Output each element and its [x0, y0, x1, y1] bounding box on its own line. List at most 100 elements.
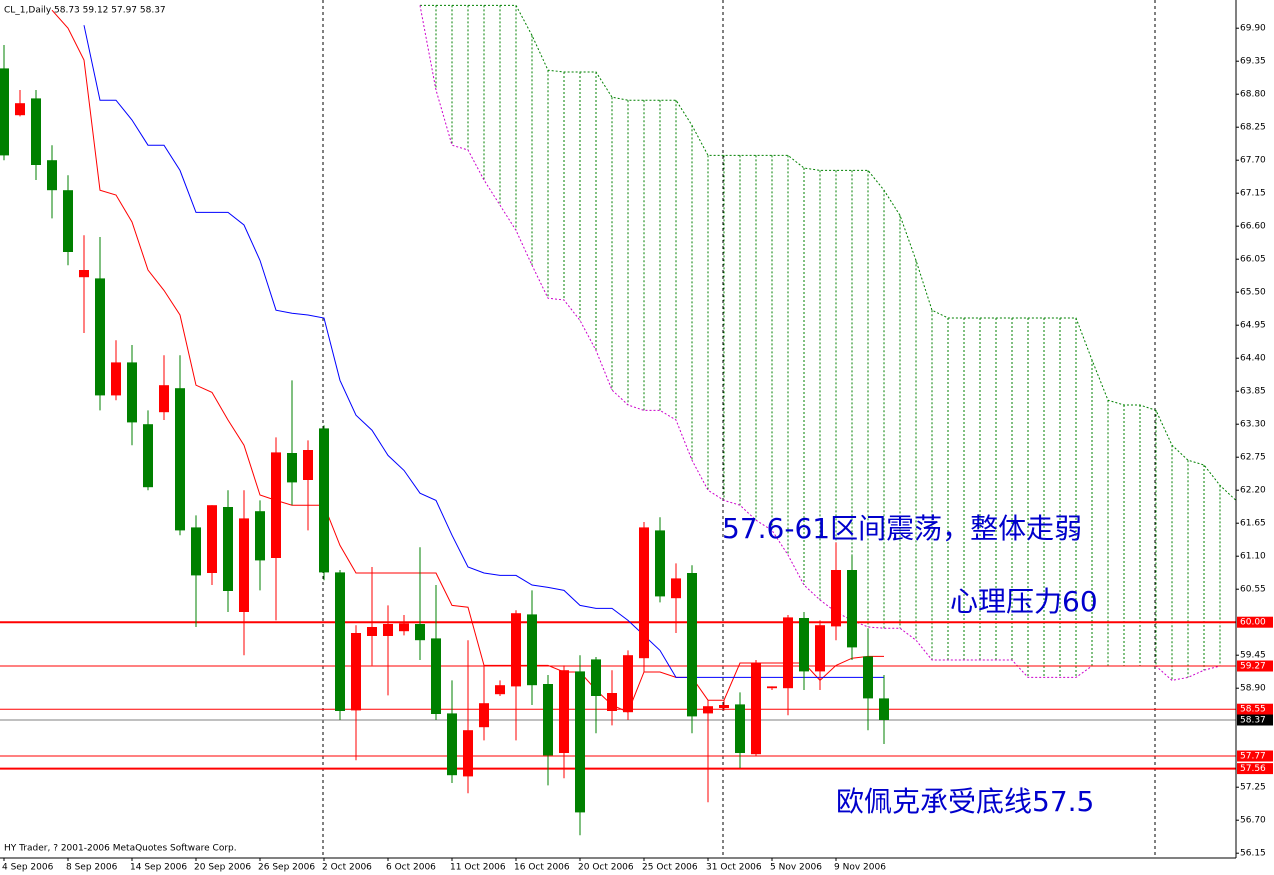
- candle-body: [47, 160, 57, 191]
- candle-body: [95, 278, 105, 396]
- candle-body: [527, 614, 537, 686]
- x-tick-label: 8 Sep 2006: [66, 863, 118, 873]
- price-level-tag: [1237, 703, 1273, 715]
- candle-body: [655, 530, 665, 597]
- candle-body: [687, 573, 697, 717]
- indicator-line: [51, 9, 884, 713]
- y-tick-label: 67.70: [1240, 156, 1266, 166]
- price-level-label: 57.77: [1240, 752, 1266, 762]
- copyright: HY Trader, ? 2001-2006 MetaQuotes Softwa…: [4, 844, 237, 854]
- candle-body: [671, 578, 681, 599]
- candle-body: [191, 527, 201, 576]
- price-level-tag: [1237, 763, 1273, 775]
- candle-body: [63, 190, 73, 252]
- candle-body: [0, 68, 9, 156]
- y-tick-label: 58.90: [1240, 684, 1266, 694]
- x-tick-label: 11 Oct 2006: [450, 863, 506, 873]
- price-level-label: 59.27: [1240, 662, 1266, 672]
- y-tick-label: 65.50: [1240, 288, 1266, 298]
- candle-body: [399, 623, 409, 632]
- y-tick-label: 69.35: [1240, 57, 1266, 67]
- plot-area: [0, 0, 1237, 858]
- candle-body: [383, 624, 393, 636]
- x-tick-label: 5 Nov 2006: [770, 863, 822, 873]
- candle-body: [479, 703, 489, 728]
- y-tick-label: 56.15: [1240, 849, 1266, 859]
- candle-body: [127, 362, 137, 423]
- candle-body: [111, 362, 121, 396]
- y-tick-label: 68.25: [1240, 123, 1266, 133]
- candle-body: [735, 704, 745, 753]
- candle-body: [559, 670, 569, 753]
- y-tick-label: 61.65: [1240, 519, 1266, 529]
- candle-body: [351, 633, 361, 711]
- price-level-tag: [1237, 750, 1273, 762]
- candle-body: [271, 452, 281, 558]
- candle-body: [367, 627, 377, 636]
- candle-body: [415, 624, 425, 641]
- y-tick-label: 56.70: [1240, 816, 1266, 826]
- candle-body: [447, 713, 457, 776]
- y-tick-label: 67.15: [1240, 189, 1266, 199]
- candle-body: [239, 518, 249, 612]
- candle-body: [463, 730, 473, 777]
- candle-body: [287, 453, 297, 483]
- y-tick-label: 60.55: [1240, 585, 1266, 595]
- y-tick-label: 64.40: [1240, 354, 1266, 364]
- price-level-label: 60.00: [1240, 618, 1266, 628]
- candle-body: [79, 270, 89, 278]
- y-tick-label: 68.80: [1240, 90, 1266, 100]
- candle-body: [511, 613, 521, 687]
- candle-body: [863, 656, 873, 699]
- y-tick-label: 62.20: [1240, 486, 1266, 496]
- y-tick-label: 63.85: [1240, 387, 1266, 397]
- x-tick-label: 20 Oct 2006: [578, 863, 634, 873]
- x-tick-label: 26 Sep 2006: [258, 863, 315, 873]
- x-tick-label: 16 Oct 2006: [514, 863, 570, 873]
- annotation: 欧佩克承受底线57.5: [836, 785, 1094, 818]
- candle-body: [719, 705, 729, 708]
- candle-body: [335, 572, 345, 711]
- x-tick-label: 9 Nov 2006: [834, 863, 886, 873]
- candle-body: [815, 625, 825, 672]
- candle-body: [159, 385, 169, 413]
- x-tick-label: 31 Oct 2006: [706, 863, 762, 873]
- cloud-span-a: [420, 4, 1237, 501]
- candle-body: [223, 507, 233, 591]
- y-tick-label: 64.95: [1240, 321, 1266, 331]
- candle-body: [623, 655, 633, 713]
- candle-body: [751, 663, 761, 755]
- candle-body: [15, 103, 25, 116]
- y-tick-label: 59.45: [1240, 651, 1266, 661]
- y-tick-label: 57.25: [1240, 783, 1266, 793]
- candle-body: [799, 618, 809, 672]
- price-level-label: 58.55: [1240, 705, 1266, 715]
- candle-body: [319, 428, 329, 573]
- candle-body: [639, 527, 649, 659]
- y-tick-label: 63.30: [1240, 420, 1266, 430]
- x-tick-label: 6 Oct 2006: [386, 863, 436, 873]
- chart-header: CL_1,Daily 58.73 59.12 57.97 58.37: [4, 6, 166, 16]
- y-tick-label: 66.05: [1240, 255, 1266, 265]
- y-tick-label: 61.10: [1240, 552, 1266, 562]
- x-tick-label: 14 Sep 2006: [130, 863, 187, 873]
- indicator-line: [83, 25, 884, 678]
- candle-body: [255, 511, 265, 561]
- candle-body: [143, 424, 153, 488]
- x-tick-label: 4 Sep 2006: [2, 863, 54, 873]
- candle-body: [431, 638, 441, 714]
- x-tick-label: 20 Sep 2006: [194, 863, 251, 873]
- y-tick-label: 66.60: [1240, 222, 1266, 232]
- x-tick-label: 25 Oct 2006: [642, 863, 698, 873]
- candle-body: [703, 706, 713, 714]
- x-tick-label: 2 Oct 2006: [322, 863, 372, 873]
- candle-body: [31, 98, 41, 165]
- annotation: 心理压力60: [950, 585, 1098, 618]
- annotation: 57.6-61区间震荡，整体走弱: [722, 512, 1082, 545]
- candle-body: [879, 698, 889, 720]
- y-tick-label: 69.90: [1240, 24, 1266, 34]
- candle-body: [207, 505, 217, 573]
- candle-body: [607, 693, 617, 711]
